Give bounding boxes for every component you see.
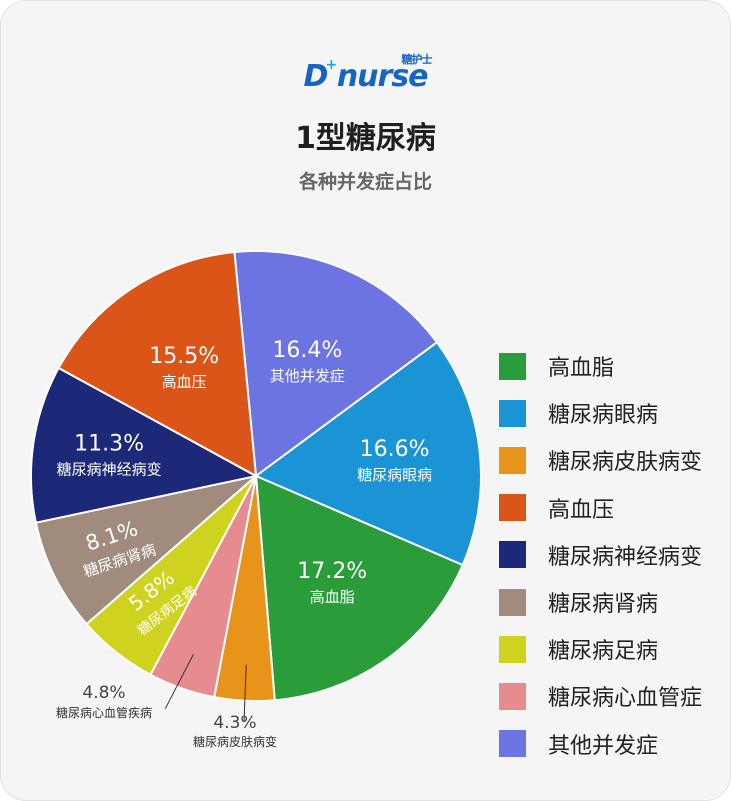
slice-name-label-2: 糖尿病眼病 — [357, 466, 432, 484]
legend-item: 糖尿病眼病 — [499, 398, 658, 428]
pie-slice-9 — [57, 250, 258, 478]
legend-label: 高血脂 — [548, 356, 615, 381]
legend-label: 糖尿病心血管症 — [548, 686, 703, 712]
legend-label: 糖尿病神经病变 — [548, 544, 703, 570]
slice-name-label-4: 糖尿病皮肤病变 — [193, 734, 277, 749]
legend-item: 糖尿病神经病变 — [499, 540, 702, 570]
legend-item: 其他并发症 — [499, 729, 658, 759]
leader-line-5 — [164, 654, 194, 709]
legend-swatch — [499, 399, 526, 427]
legend-label: 糖尿病皮肤病变 — [548, 450, 703, 476]
legend-item: 糖尿病皮肤病变 — [499, 445, 702, 475]
pie-slice-8 — [30, 366, 259, 524]
slice-value-label-2: 16.6% — [360, 437, 430, 462]
slice-label-group-8: 11.3% 糖尿病神经病变 — [57, 431, 162, 478]
slice-value-label-9: 15.5% — [149, 344, 219, 369]
logo-wordmark: D nurse + 糖护士 — [303, 53, 432, 94]
legend-label: 其他并发症 — [548, 733, 659, 759]
slice-name-label-9: 高血压 — [162, 373, 207, 391]
logo-text: D nurse — [303, 59, 428, 94]
slice-label-group-9: 15.5% 高血压 — [149, 344, 219, 391]
slice-value-label-1: 16.4% — [272, 338, 342, 363]
slice-label-group-1: 16.4% 其他并发症 — [270, 338, 345, 385]
legend-swatch — [499, 446, 526, 474]
slice-name-label-3: 高血脂 — [310, 588, 355, 606]
slice-name-label-5: 糖尿病心血管疾病 — [56, 705, 152, 720]
legend-item: 高血压 — [499, 493, 614, 523]
legend-item: 糖尿病足病 — [499, 634, 658, 664]
slice-name-label-8: 糖尿病神经病变 — [57, 460, 162, 478]
legend-swatch — [499, 352, 526, 380]
legend-swatch — [499, 588, 526, 616]
chart-subtitle: 各种并发症占比 — [298, 171, 432, 193]
dnurse-logo: D nurse + 糖护士 — [1, 53, 730, 94]
legend-item: 高血脂 — [499, 351, 614, 381]
slice-name-label-1: 其他并发症 — [270, 367, 345, 385]
slice-value-label-5: 4.8% — [82, 683, 125, 703]
logo-chinese-text: 糖护士 — [401, 53, 433, 66]
pie-slice-3 — [254, 474, 464, 702]
slice-value-label-4: 4.3% — [213, 713, 256, 733]
pie-slice-2 — [254, 340, 482, 567]
slice-value-label-3: 17.2% — [297, 559, 367, 584]
legend-swatch — [499, 730, 526, 758]
legend-label: 高血压 — [548, 497, 615, 523]
logo-plus-icon: + — [325, 57, 337, 73]
slice-label-group-2: 16.6% 糖尿病眼病 — [357, 437, 432, 484]
legend-swatch — [499, 541, 526, 569]
legend-label: 糖尿病肾病 — [548, 592, 659, 617]
legend-item: 糖尿病肾病 — [499, 587, 658, 617]
legend-swatch — [499, 635, 526, 663]
pie-slice-7 — [34, 474, 260, 626]
chart-title: 1型糖尿病 — [295, 121, 436, 156]
legend-swatch — [499, 494, 526, 522]
legend-item: 糖尿病心血管症 — [499, 681, 702, 711]
slice-label-group-3: 17.2% 高血脂 — [297, 559, 367, 606]
pie-slice-1 — [233, 250, 439, 478]
leader-line-4 — [243, 664, 247, 722]
legend-swatch — [499, 682, 526, 710]
slice-value-label-8: 11.3% — [74, 431, 144, 456]
legend-label: 糖尿病眼病 — [548, 403, 659, 429]
legend-label: 糖尿病足病 — [548, 639, 659, 665]
